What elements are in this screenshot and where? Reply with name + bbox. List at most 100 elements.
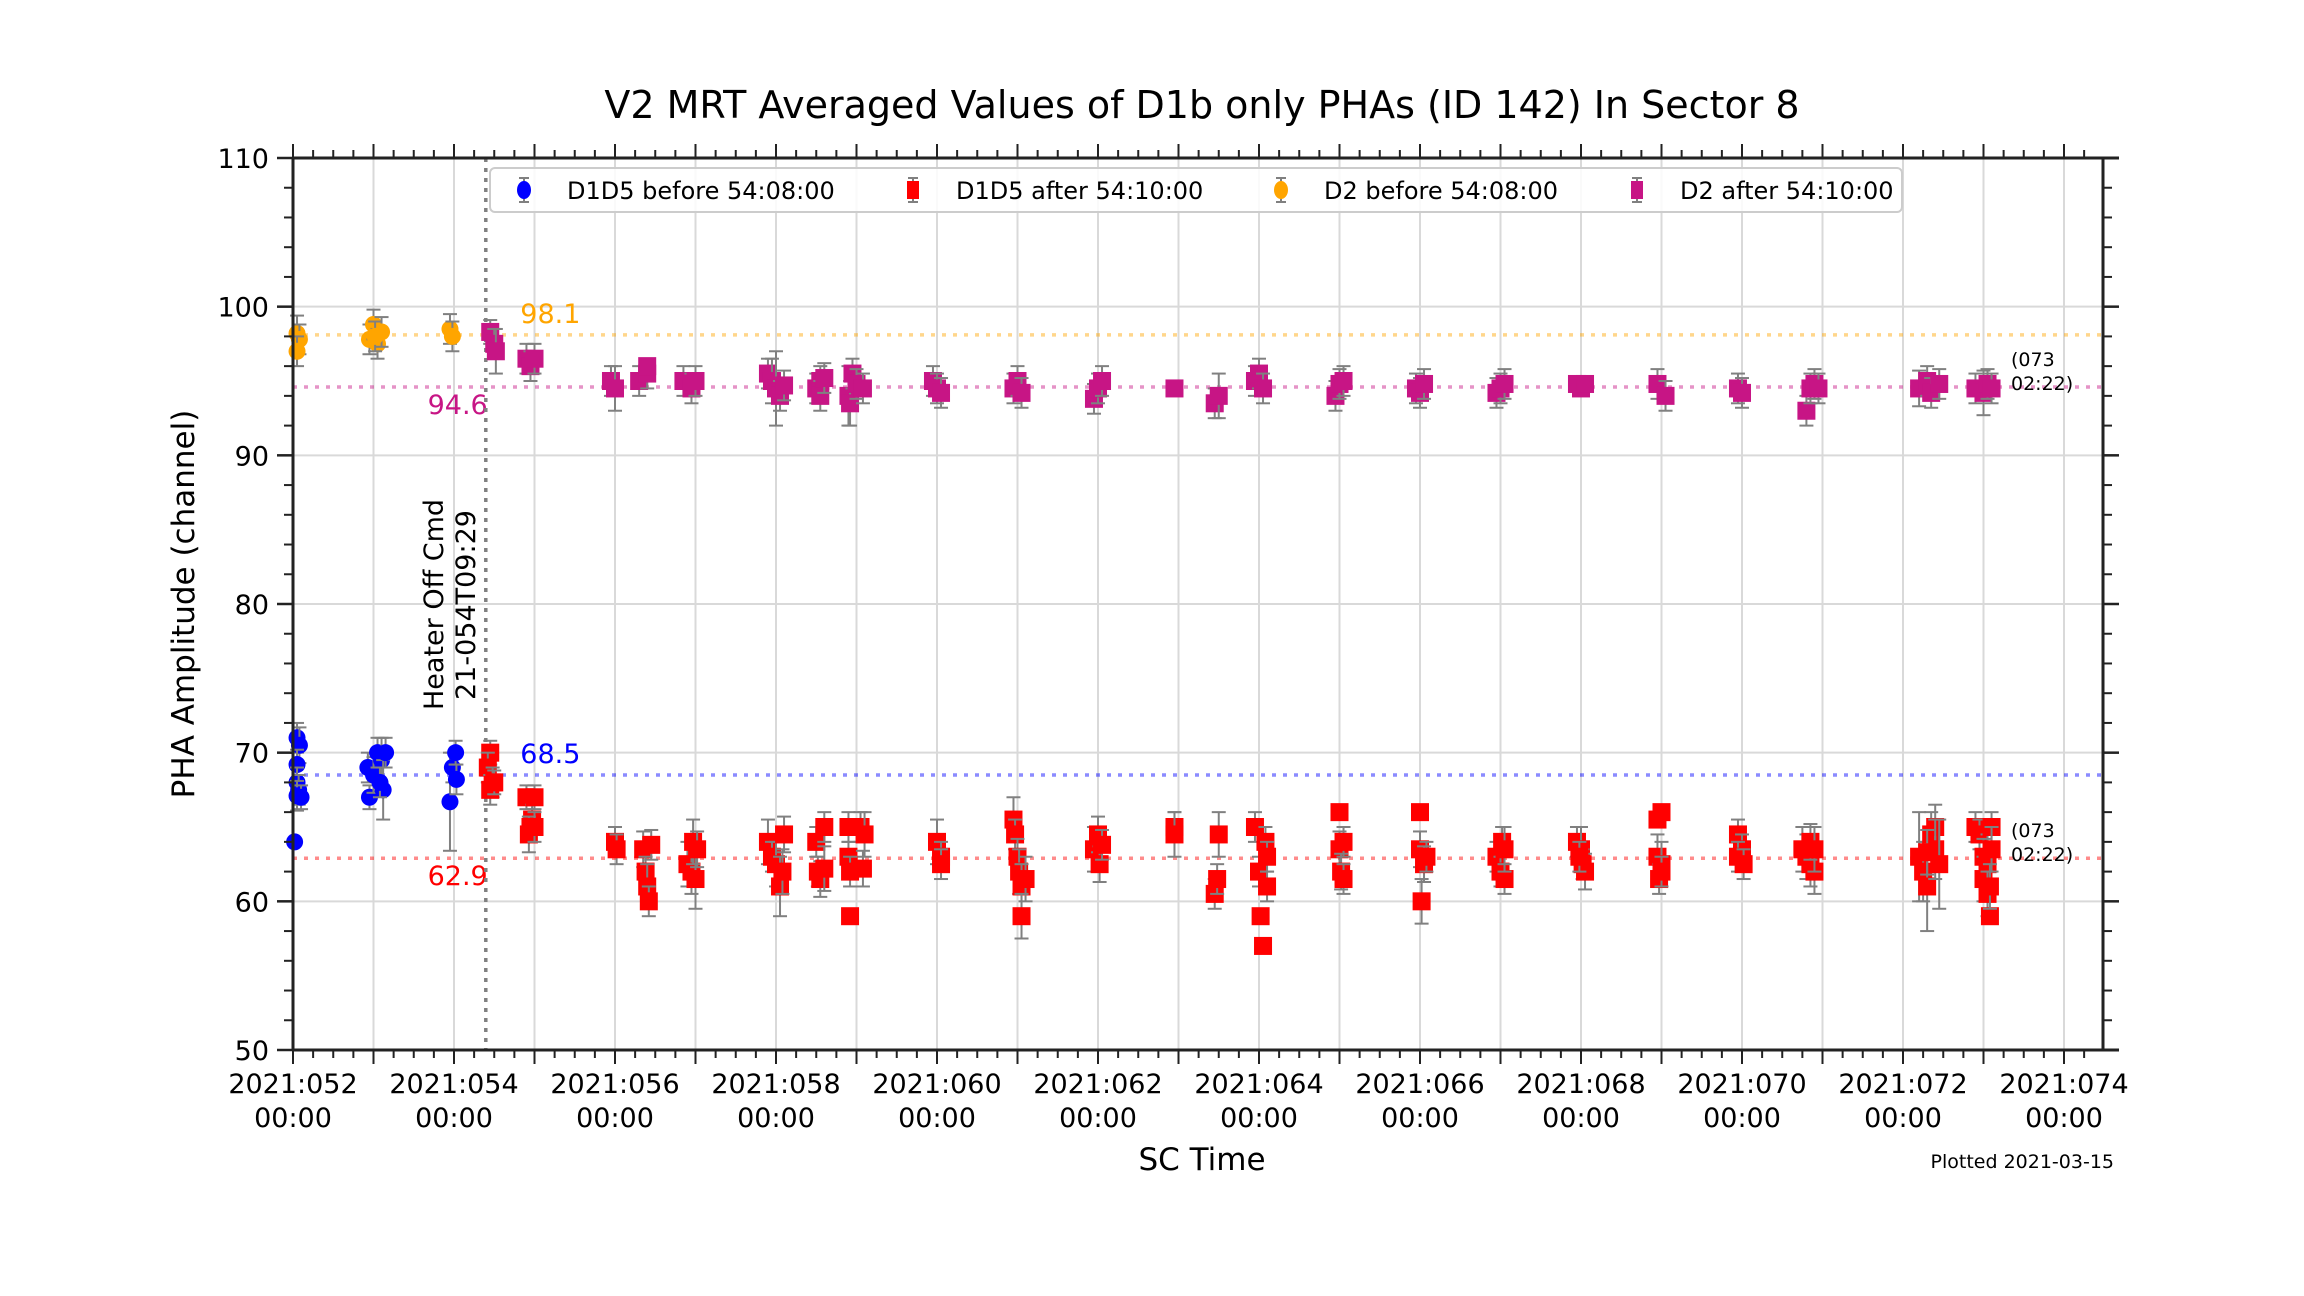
data-point xyxy=(811,386,830,405)
data-point xyxy=(1016,870,1035,889)
x-tick-label-time: 00:00 xyxy=(254,1103,332,1134)
mean-value-label: 98.1 xyxy=(520,299,580,330)
x-tick-label: 2021:062 xyxy=(1033,1069,1162,1100)
y-tick-label: 50 xyxy=(235,1036,269,1067)
legend: D1D5 before 54:08:00 D1D5 after 54:10:00 D… xyxy=(489,167,1903,213)
mean-value-label: 62.9 xyxy=(428,861,488,892)
data-point xyxy=(1254,936,1273,955)
x-tick-label: 2021:064 xyxy=(1194,1069,1323,1100)
data-point xyxy=(1415,374,1434,393)
data-point xyxy=(688,840,707,859)
legend-label: D2 after 54:10:00 xyxy=(1680,177,1894,205)
data-point xyxy=(686,372,705,390)
data-point xyxy=(447,770,465,788)
legend-label: D1D5 before 54:08:00 xyxy=(567,177,835,205)
data-point xyxy=(485,773,504,792)
data-point xyxy=(371,773,389,791)
end-annotation: (073 xyxy=(2011,349,2055,371)
heater-off-marker: Heater Off Cmd 21-054T09:29 xyxy=(419,158,488,1050)
legend-circle-marker-icon xyxy=(1274,181,1288,199)
data-point xyxy=(607,840,626,859)
data-point xyxy=(1417,847,1436,866)
x-tick-label: 2021:072 xyxy=(1838,1069,1967,1100)
x-tick-label: 2021:066 xyxy=(1355,1069,1484,1100)
data-point xyxy=(366,327,384,345)
mean-value-label: 68.5 xyxy=(520,739,580,770)
data-point xyxy=(1208,870,1227,889)
data-point xyxy=(1652,803,1671,822)
data-point xyxy=(286,833,304,851)
data-point xyxy=(1980,907,1999,926)
x-tick-label: 2021:060 xyxy=(872,1069,1001,1100)
end-annotation: 02:22) xyxy=(2011,373,2073,395)
data-point xyxy=(1330,803,1349,822)
data-point xyxy=(1918,877,1937,896)
data-point xyxy=(443,327,461,345)
data-point xyxy=(841,907,860,926)
data-point xyxy=(1734,855,1753,874)
data-point xyxy=(1656,386,1675,405)
data-point xyxy=(639,892,658,911)
data-point xyxy=(815,818,834,836)
y-tick-label: 60 xyxy=(235,887,269,918)
x-tick-label-time: 00:00 xyxy=(1864,1103,1942,1134)
data-point xyxy=(636,862,655,881)
x-tick-label-time: 00:00 xyxy=(2025,1103,2103,1134)
mean-value-label: 94.6 xyxy=(428,390,488,421)
data-point xyxy=(1093,835,1112,854)
data-point xyxy=(447,744,465,762)
legend-square-marker-icon xyxy=(907,181,919,199)
data-point xyxy=(642,835,661,854)
data-point xyxy=(686,870,705,889)
x-tick-label-time: 00:00 xyxy=(415,1103,493,1134)
y-axis-label: PHA Amplitude (channel) xyxy=(166,410,202,799)
legend-label: D2 before 54:08:00 xyxy=(1324,177,1558,205)
y-tick-label: 100 xyxy=(217,293,269,324)
data-point xyxy=(1805,840,1824,859)
data-point xyxy=(1495,840,1514,859)
data-point xyxy=(638,357,657,376)
x-tick-label-time: 00:00 xyxy=(1542,1103,1620,1134)
data-point xyxy=(775,825,794,844)
legend-circle-marker-icon xyxy=(517,181,531,199)
end-annotation: 02:22) xyxy=(2011,844,2073,866)
data-point xyxy=(815,369,834,388)
data-point xyxy=(1980,877,1999,896)
data-point xyxy=(1012,383,1031,402)
data-point xyxy=(292,788,310,806)
x-tick-label: 2021:058 xyxy=(711,1069,840,1100)
data-point xyxy=(1334,832,1353,851)
data-point xyxy=(932,383,951,402)
x-tick-label-time: 00:00 xyxy=(898,1103,976,1134)
data-point xyxy=(1006,825,1025,844)
data-point xyxy=(771,877,790,896)
data-point xyxy=(1576,374,1595,393)
data-point xyxy=(1733,383,1751,402)
y-tick-label: 90 xyxy=(235,441,269,472)
data-point xyxy=(1008,847,1027,866)
y-tick-label: 80 xyxy=(235,590,269,621)
data-point xyxy=(1258,877,1277,896)
data-point xyxy=(1334,870,1353,889)
data-point xyxy=(1918,843,1937,862)
x-tick-label: 2021:074 xyxy=(1999,1069,2128,1100)
x-tick-label-time: 00:00 xyxy=(1381,1103,1459,1134)
data-point xyxy=(525,788,544,807)
x-tick-label: 2021:070 xyxy=(1677,1069,1806,1100)
x-tick-label-time: 00:00 xyxy=(1059,1103,1137,1134)
data-point xyxy=(853,379,872,398)
data-point xyxy=(1412,892,1431,911)
data-point xyxy=(775,376,794,395)
data-point xyxy=(1495,374,1514,393)
end-annotation: (073 xyxy=(2011,820,2055,842)
data-point xyxy=(1334,372,1353,390)
y-tick-label: 110 xyxy=(217,144,269,175)
data-point xyxy=(1930,374,1949,393)
data-point xyxy=(1245,818,1264,836)
data-point xyxy=(855,825,874,844)
data-point xyxy=(377,744,395,762)
ticks: 2021:05200:002021:05400:002021:05600:002… xyxy=(217,144,2129,1134)
grid-lines xyxy=(292,157,2103,1051)
data-point xyxy=(1809,379,1828,398)
data-point xyxy=(773,862,792,881)
